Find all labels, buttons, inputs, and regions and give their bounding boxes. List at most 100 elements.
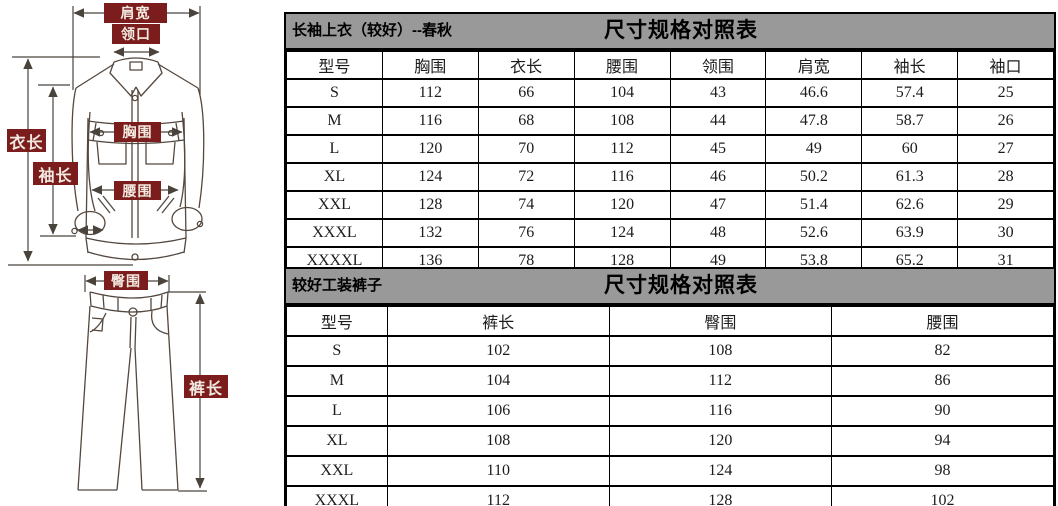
table-cell: S bbox=[286, 335, 388, 367]
table-row: L 120 70 112 45 49 60 27 bbox=[286, 134, 1054, 164]
table-cell: 124 bbox=[381, 162, 479, 192]
jacket-size-table-section: 长袖上衣（较好）--春秋 尺寸规格对照表 型号 胸围 衣长 腰围 领围 肩宽 袖长 袖口 S 11… bbox=[284, 12, 1056, 278]
table-cell: 43 bbox=[669, 78, 767, 108]
garment-length-guides bbox=[8, 56, 133, 266]
table-cell: 124 bbox=[573, 218, 671, 248]
table-cell: 90 bbox=[830, 395, 1055, 427]
table-cell: 72 bbox=[477, 162, 575, 192]
shoulder-width-guides bbox=[72, 6, 201, 95]
garment-line-art bbox=[8, 6, 207, 492]
table-cell: 66 bbox=[477, 78, 575, 108]
table-cell: 132 bbox=[381, 218, 479, 248]
jacket-size-chart-heading: 尺寸规格对照表 bbox=[604, 19, 758, 42]
table-cell: 112 bbox=[381, 78, 479, 108]
table-cell: 26 bbox=[957, 106, 1054, 136]
column-header: 腰围 bbox=[573, 50, 671, 80]
table-cell: 74 bbox=[477, 190, 575, 220]
table-cell: 108 bbox=[386, 425, 610, 457]
table-cell: 104 bbox=[386, 365, 610, 397]
table-cell: 108 bbox=[573, 106, 671, 136]
table-cell: 61.3 bbox=[861, 162, 959, 192]
table-cell: 82 bbox=[830, 335, 1055, 367]
column-header: 袖口 bbox=[957, 50, 1054, 80]
label-collar: 领口 bbox=[112, 24, 160, 44]
table-cell: 120 bbox=[381, 134, 479, 164]
table-cell: 104 bbox=[573, 78, 671, 108]
table-cell: S bbox=[286, 78, 383, 108]
table-cell: 49 bbox=[765, 134, 863, 164]
table-cell: M bbox=[286, 106, 383, 136]
column-header: 裤长 bbox=[386, 305, 610, 337]
table-row: M 104 112 86 bbox=[286, 365, 1055, 397]
header-row: 型号 胸围 衣长 腰围 领围 肩宽 袖长 袖口 bbox=[286, 50, 1054, 80]
label-hip: 臀围 bbox=[104, 271, 148, 290]
table-cell: 60 bbox=[861, 134, 959, 164]
table-cell: 112 bbox=[573, 134, 671, 164]
jacket-table-title: 长袖上衣（较好）--春秋 bbox=[292, 22, 452, 39]
table-cell: 116 bbox=[381, 106, 479, 136]
label-chest: 胸围 bbox=[114, 122, 161, 142]
table-cell: 128 bbox=[608, 485, 832, 506]
table-cell: 51.4 bbox=[765, 190, 863, 220]
table-cell: 70 bbox=[477, 134, 575, 164]
column-header: 型号 bbox=[286, 50, 383, 80]
table-cell: 57.4 bbox=[861, 78, 959, 108]
table-cell: L bbox=[286, 134, 383, 164]
column-header: 袖长 bbox=[861, 50, 959, 80]
column-header: 胸围 bbox=[381, 50, 479, 80]
table-cell: 120 bbox=[573, 190, 671, 220]
table-cell: 102 bbox=[830, 485, 1055, 506]
pants-drawing bbox=[77, 291, 179, 491]
garment-measurement-diagram: 肩宽 领口 衣长 袖长 胸围 腰围 臀围 裤长 bbox=[0, 0, 284, 506]
table-cell: 27 bbox=[957, 134, 1054, 164]
table-cell: 108 bbox=[608, 335, 832, 367]
column-header: 腰围 bbox=[830, 305, 1055, 337]
pants-table-title: 较好工装裤子 bbox=[292, 277, 383, 294]
table-cell: 124 bbox=[608, 455, 832, 487]
hip-guides bbox=[84, 275, 170, 292]
pants-size-table: 型号 裤长 臀围 腰围 S 102 108 82 M 104 112 86 L 106 116 90 XL 108… bbox=[286, 305, 1055, 506]
table-cell: 48 bbox=[669, 218, 767, 248]
pants-table-titlebar: 较好工装裤子 尺寸规格对照表 bbox=[286, 269, 1054, 305]
table-cell: 106 bbox=[386, 395, 610, 427]
table-cell: 44 bbox=[669, 106, 767, 136]
table-row: XXL 128 74 120 47 51.4 62.6 29 bbox=[286, 190, 1054, 220]
table-cell: 30 bbox=[957, 218, 1054, 248]
table-cell: 62.6 bbox=[861, 190, 959, 220]
pants-size-chart-heading: 尺寸规格对照表 bbox=[604, 274, 758, 297]
table-cell: XXL bbox=[286, 455, 388, 487]
table-cell: 47 bbox=[669, 190, 767, 220]
table-row: L 106 116 90 bbox=[286, 395, 1055, 427]
table-cell: 76 bbox=[477, 218, 575, 248]
table-cell: 98 bbox=[830, 455, 1055, 487]
jacket-size-table: 型号 胸围 衣长 腰围 领围 肩宽 袖长 袖口 S 112 66 104 43 46.6 57.4 25 M 11… bbox=[286, 50, 1054, 276]
table-cell: 25 bbox=[957, 78, 1054, 108]
table-row: XXXL 132 76 124 48 52.6 63.9 30 bbox=[286, 218, 1054, 248]
sleeve-length-guides bbox=[38, 84, 76, 237]
table-cell: 28 bbox=[957, 162, 1054, 192]
table-row: XL 108 120 94 bbox=[286, 425, 1055, 457]
column-header: 肩宽 bbox=[765, 50, 863, 80]
table-cell: 29 bbox=[957, 190, 1054, 220]
table-cell: 47.8 bbox=[765, 106, 863, 136]
table-cell: 116 bbox=[573, 162, 671, 192]
table-cell: 46.6 bbox=[765, 78, 863, 108]
table-row: XL 124 72 116 46 50.2 61.3 28 bbox=[286, 162, 1054, 192]
table-cell: 68 bbox=[477, 106, 575, 136]
table-cell: 45 bbox=[669, 134, 767, 164]
table-cell: XXXL bbox=[286, 218, 383, 248]
table-cell: 110 bbox=[386, 455, 610, 487]
table-row: S 102 108 82 bbox=[286, 335, 1055, 367]
table-cell: 116 bbox=[608, 395, 832, 427]
header-row: 型号 裤长 臀围 腰围 bbox=[286, 305, 1055, 337]
table-cell: 50.2 bbox=[765, 162, 863, 192]
table-cell: XL bbox=[286, 425, 388, 457]
label-shoulder-width: 肩宽 bbox=[104, 3, 167, 23]
pants-size-table-section: 较好工装裤子 尺寸规格对照表 型号 裤长 臀围 腰围 S 102 108 82 M 104 112 8… bbox=[284, 267, 1056, 506]
table-cell: 120 bbox=[608, 425, 832, 457]
table-cell: 58.7 bbox=[861, 106, 959, 136]
table-cell: 52.6 bbox=[765, 218, 863, 248]
table-cell: L bbox=[286, 395, 388, 427]
measurement-arrows bbox=[8, 6, 207, 492]
